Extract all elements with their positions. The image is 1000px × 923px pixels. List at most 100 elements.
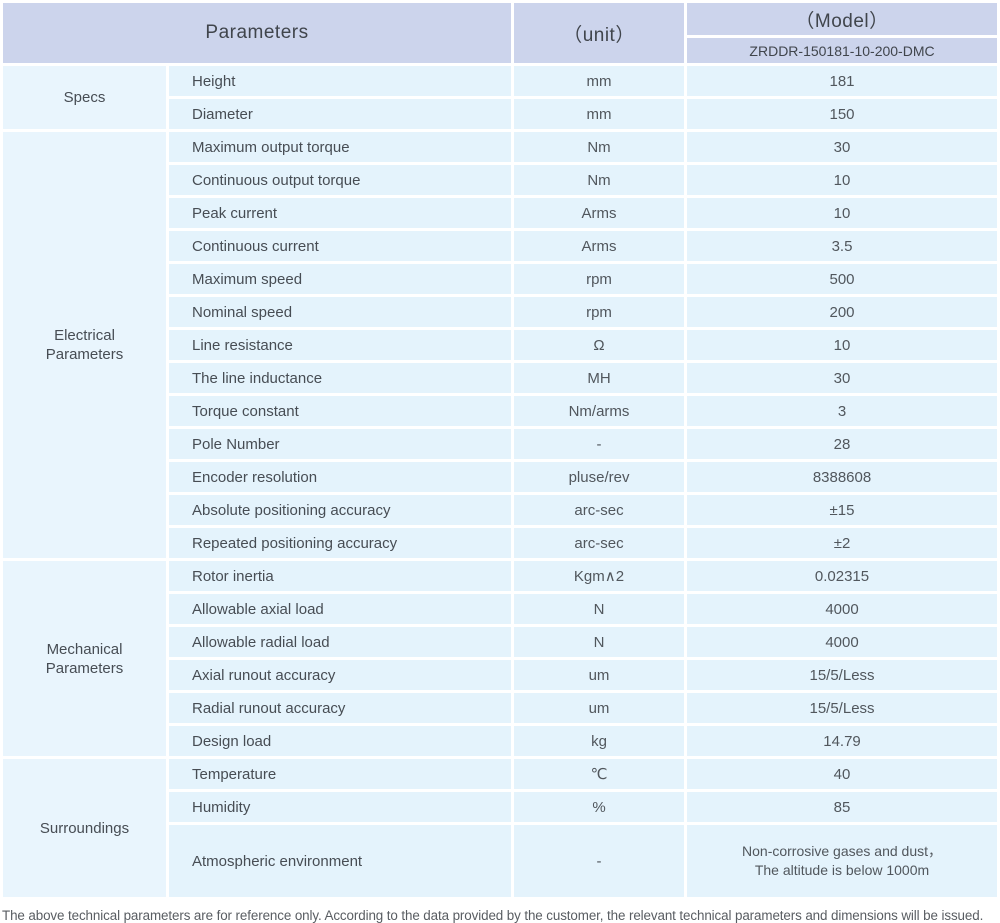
param-unit: Ω bbox=[514, 330, 685, 360]
param-unit: arc-sec bbox=[514, 528, 685, 558]
param-name: Maximum speed bbox=[169, 264, 512, 294]
param-unit: Nm bbox=[514, 132, 685, 162]
param-unit: kg bbox=[514, 726, 685, 756]
param-value: Non-corrosive gases and dust， The altitu… bbox=[687, 825, 998, 897]
section-label-surroundings: Surroundings bbox=[3, 759, 166, 897]
table-row: Axial runout accuracy um 15/5/Less bbox=[3, 660, 998, 690]
header-model-number: ZRDDR-150181-10-200-DMC bbox=[687, 38, 998, 63]
section-label-text: Mechanical Parameters bbox=[45, 640, 124, 677]
table-row: Pole Number - 28 bbox=[3, 429, 998, 459]
param-name: Rotor inertia bbox=[169, 561, 512, 591]
param-name: Allowable radial load bbox=[169, 627, 512, 657]
param-name: Torque constant bbox=[169, 396, 512, 426]
param-name: Axial runout accuracy bbox=[169, 660, 512, 690]
section-label-mechanical: Mechanical Parameters bbox=[3, 561, 166, 756]
param-value: 4000 bbox=[687, 627, 998, 657]
table-row: Line resistance Ω 10 bbox=[3, 330, 998, 360]
param-name: Design load bbox=[169, 726, 512, 756]
table-row: Design load kg 14.79 bbox=[3, 726, 998, 756]
table-row: The line inductance MH 30 bbox=[3, 363, 998, 393]
param-value: 40 bbox=[687, 759, 998, 789]
param-value: 30 bbox=[687, 363, 998, 393]
table-row: Repeated positioning accuracy arc-sec ±2 bbox=[3, 528, 998, 558]
param-unit: Arms bbox=[514, 231, 685, 261]
param-unit: rpm bbox=[514, 297, 685, 327]
param-name: The line inductance bbox=[169, 363, 512, 393]
header-unit: （unit） bbox=[514, 3, 685, 63]
param-name: Repeated positioning accuracy bbox=[169, 528, 512, 558]
param-unit: Kgm∧2 bbox=[514, 561, 685, 591]
table-row: Continuous current Arms 3.5 bbox=[3, 231, 998, 261]
param-unit: arc-sec bbox=[514, 495, 685, 525]
section-label-specs: Specs bbox=[3, 66, 166, 129]
param-value: 150 bbox=[687, 99, 998, 129]
table-row: Specs Height mm 181 bbox=[3, 66, 998, 129]
table-row: Electrical Parameters Maximum output tor… bbox=[3, 132, 998, 558]
param-name: Nominal speed bbox=[169, 297, 512, 327]
param-name: Temperature bbox=[169, 759, 512, 789]
param-value: ±15 bbox=[687, 495, 998, 525]
param-unit: N bbox=[514, 627, 685, 657]
table-row: Radial runout accuracy um 15/5/Less bbox=[3, 693, 998, 723]
param-value: 10 bbox=[687, 198, 998, 228]
table-row: Maximum speed rpm 500 bbox=[3, 264, 998, 294]
table-row: Diameter mm 150 bbox=[3, 99, 998, 129]
section-label-electrical: Electrical Parameters bbox=[3, 132, 166, 558]
param-value: 3.5 bbox=[687, 231, 998, 261]
param-value: 28 bbox=[687, 429, 998, 459]
param-value: 181 bbox=[687, 66, 998, 96]
param-name: Radial runout accuracy bbox=[169, 693, 512, 723]
param-name: Continuous current bbox=[169, 231, 512, 261]
table-subheader-row: ZRDDR-150181-10-200-DMC bbox=[3, 38, 998, 63]
param-unit: ℃ bbox=[514, 759, 685, 789]
param-name: Line resistance bbox=[169, 330, 512, 360]
parameters-table: Parameters （unit） （Model） ZRDDR-150181-1… bbox=[3, 3, 998, 897]
param-unit: Arms bbox=[514, 198, 685, 228]
param-unit: Nm/arms bbox=[514, 396, 685, 426]
table-row: Continuous output torque Nm 10 bbox=[3, 165, 998, 195]
param-unit: um bbox=[514, 660, 685, 690]
param-value: 85 bbox=[687, 792, 998, 822]
param-value: 14.79 bbox=[687, 726, 998, 756]
table-row: Allowable axial load N 4000 bbox=[3, 594, 998, 624]
param-name: Absolute positioning accuracy bbox=[169, 495, 512, 525]
param-value: 10 bbox=[687, 165, 998, 195]
param-value: 0.02315 bbox=[687, 561, 998, 591]
param-value: 15/5/Less bbox=[687, 693, 998, 723]
param-name: Diameter bbox=[169, 99, 512, 129]
param-value: 500 bbox=[687, 264, 998, 294]
param-value: 30 bbox=[687, 132, 998, 162]
table-row: Peak current Arms 10 bbox=[3, 198, 998, 228]
param-value: 8388608 bbox=[687, 462, 998, 492]
table-row: Nominal speed rpm 200 bbox=[3, 297, 998, 327]
param-value: 15/5/Less bbox=[687, 660, 998, 690]
param-name: Pole Number bbox=[169, 429, 512, 459]
table-header-row: Parameters （unit） （Model） bbox=[3, 3, 998, 63]
footer-note: The above technical parameters are for r… bbox=[2, 908, 984, 923]
param-name: Maximum output torque bbox=[169, 132, 512, 162]
param-name: Height bbox=[169, 66, 512, 96]
header-parameters: Parameters bbox=[3, 3, 512, 63]
header-model: （Model） bbox=[687, 3, 998, 35]
table-row: Mechanical Parameters Rotor inertia Kgm∧… bbox=[3, 561, 998, 756]
param-value: ±2 bbox=[687, 528, 998, 558]
param-name: Atmospheric environment bbox=[169, 825, 512, 897]
param-unit: - bbox=[514, 429, 685, 459]
table-row: Encoder resolution pluse/rev 8388608 bbox=[3, 462, 998, 492]
table-row: Allowable radial load N 4000 bbox=[3, 627, 998, 657]
param-unit: N bbox=[514, 594, 685, 624]
table-row: Humidity % 85 bbox=[3, 792, 998, 822]
table-row: Absolute positioning accuracy arc-sec ±1… bbox=[3, 495, 998, 525]
param-value: 4000 bbox=[687, 594, 998, 624]
param-unit: Nm bbox=[514, 165, 685, 195]
param-value: 3 bbox=[687, 396, 998, 426]
param-unit: - bbox=[514, 825, 685, 897]
section-label-text: Surroundings bbox=[39, 819, 130, 837]
param-name: Encoder resolution bbox=[169, 462, 512, 492]
param-unit: rpm bbox=[514, 264, 685, 294]
param-value: 10 bbox=[687, 330, 998, 360]
table-row: Surroundings Temperature ℃ 40 bbox=[3, 759, 998, 897]
param-name: Allowable axial load bbox=[169, 594, 512, 624]
param-unit: mm bbox=[514, 66, 685, 96]
